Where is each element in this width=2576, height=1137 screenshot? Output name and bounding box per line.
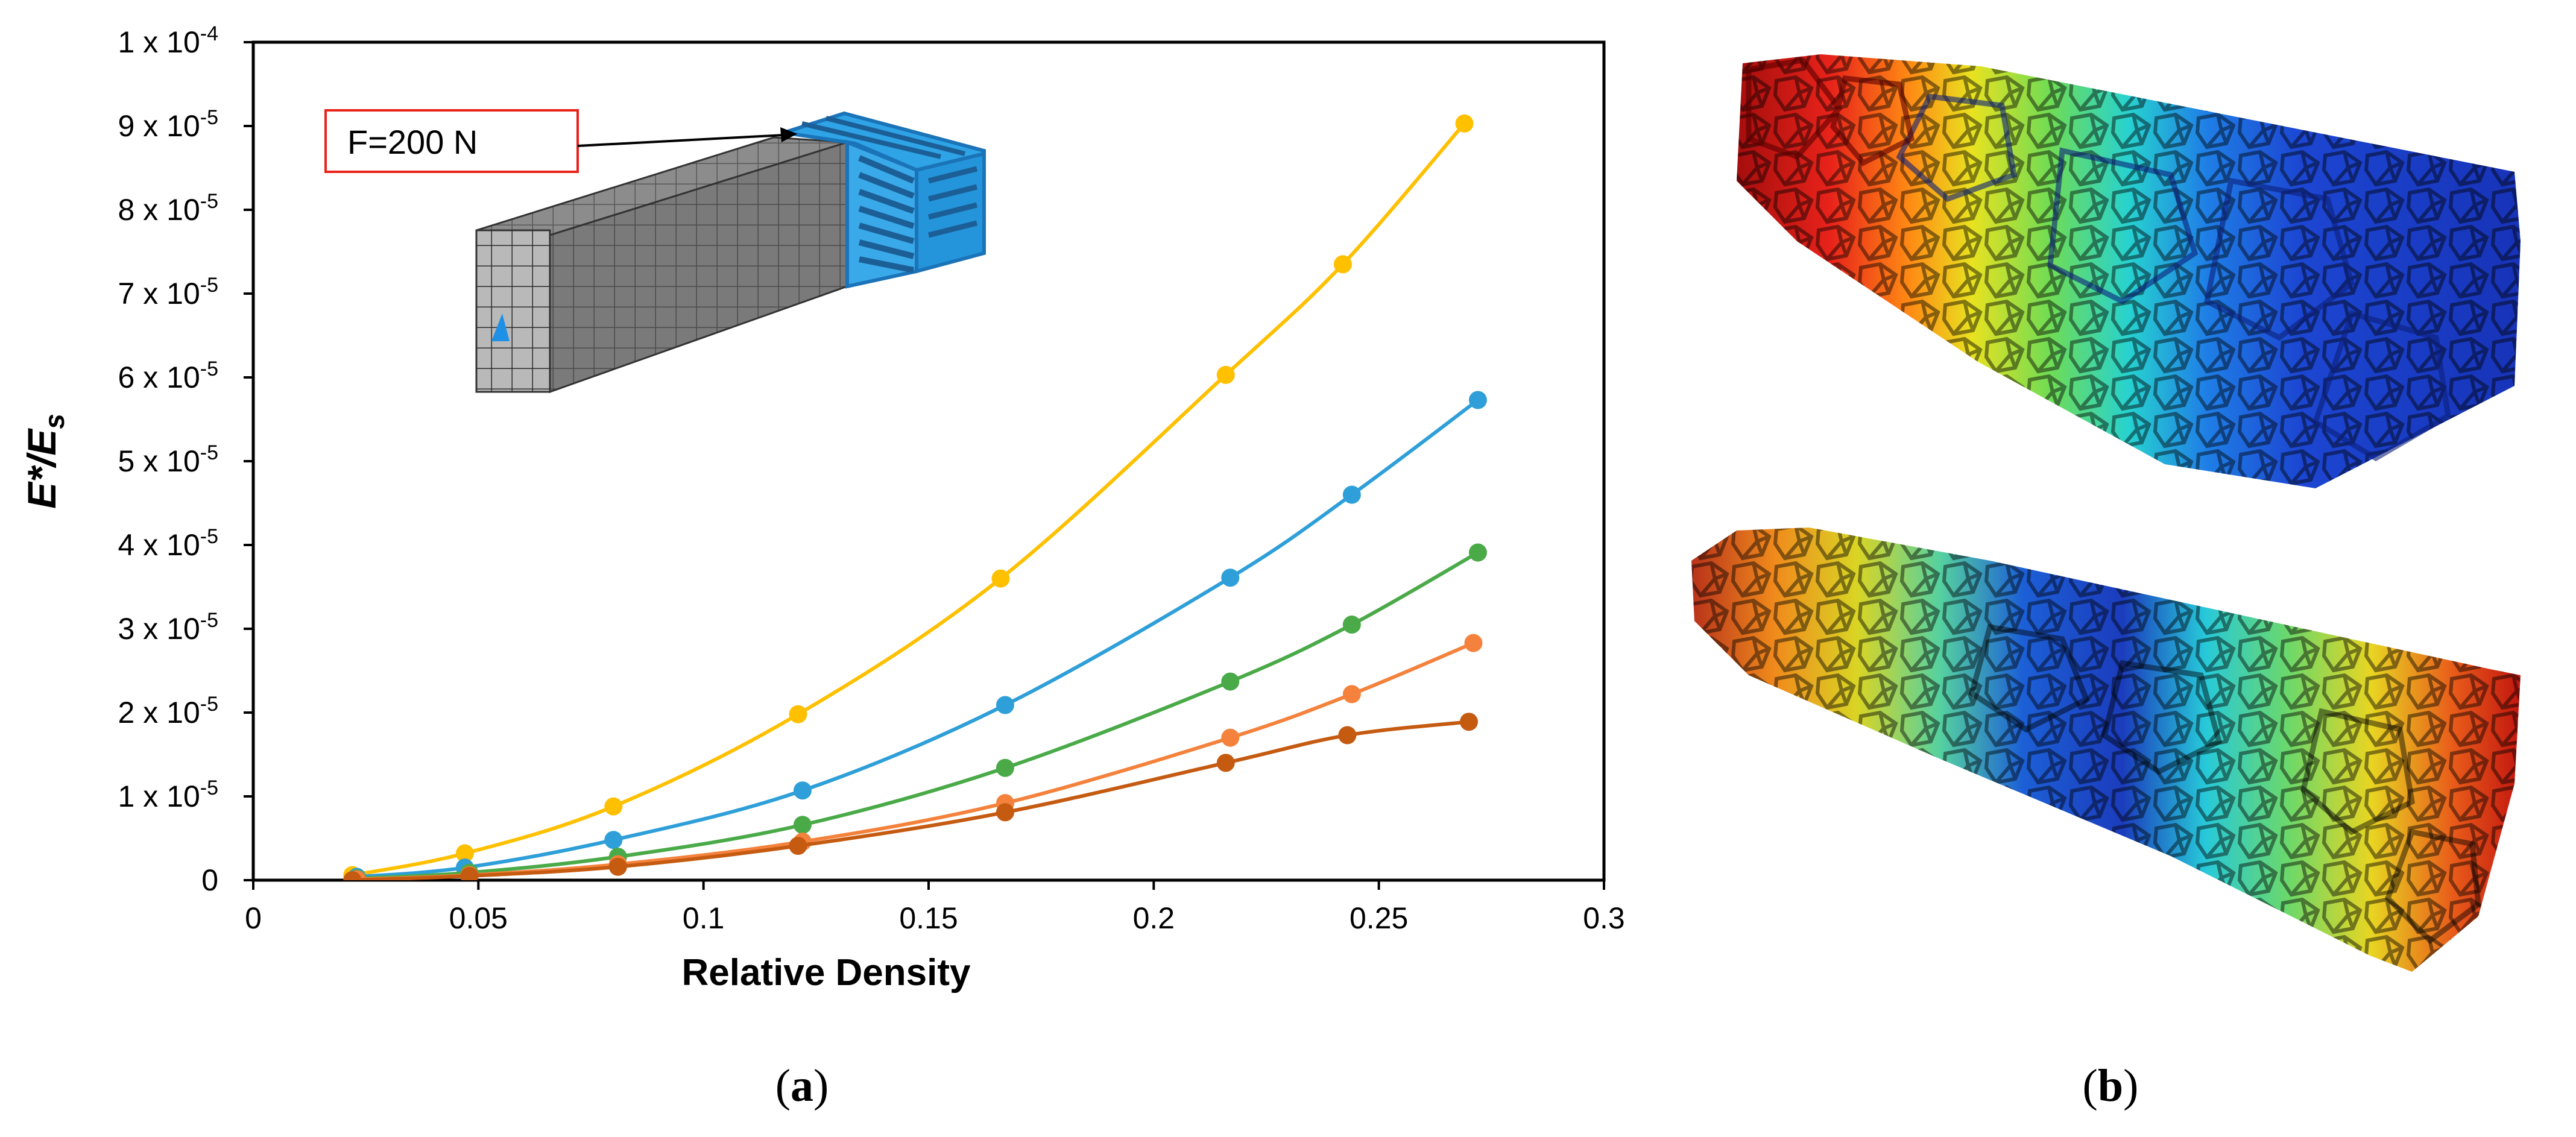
x-tick-label: 0.3	[1583, 901, 1625, 935]
y-tick-label: 6 x 10-5	[118, 357, 218, 394]
x-tick-label: 0	[245, 901, 262, 935]
data-point	[455, 844, 474, 863]
data-point	[789, 705, 807, 723]
y-axis-title-sub: s	[39, 414, 70, 429]
data-point	[460, 867, 479, 880]
y-axis-ticks: 0 1 x 10-5 2 x 10-5 3 x 10-5 4 x 10-5 5 x 10-…	[118, 22, 253, 897]
data-point	[1455, 114, 1474, 133]
model-inset: F=200 N	[324, 109, 986, 394]
y-tick-label: 3 x 10-5	[118, 609, 218, 646]
data-point	[1460, 713, 1478, 731]
x-tick-label: 0.05	[449, 901, 508, 935]
data-point	[1216, 754, 1235, 772]
lattice-panel-b: (b)	[1691, 54, 2521, 1111]
data-point	[991, 569, 1010, 588]
data-point	[1468, 543, 1487, 562]
y-tick-label: 4 x 10-5	[118, 525, 218, 562]
support-marker-icon	[491, 313, 510, 341]
panel-label-b: (b)	[2083, 1060, 2139, 1111]
data-point	[793, 781, 812, 800]
data-point	[1342, 485, 1361, 504]
data-point	[996, 803, 1014, 822]
data-point	[996, 696, 1014, 714]
y-tick-label: 9 x 10-5	[118, 106, 218, 143]
force-callout-arrow	[577, 134, 784, 147]
data-point	[1468, 391, 1487, 409]
x-tick-label: 0.1	[683, 901, 725, 935]
panel-label-b-letter: b	[2098, 1060, 2123, 1111]
data-point	[1216, 365, 1235, 384]
y-axis-title: E*/Es	[19, 414, 70, 509]
data-point	[1221, 728, 1240, 747]
data-point	[1221, 672, 1240, 691]
inset-beam-top-mesh	[476, 137, 847, 235]
lattice-render-bottom	[1691, 528, 2521, 972]
data-point	[1342, 685, 1361, 704]
inset-beam-front-mesh	[476, 230, 550, 392]
data-point	[1221, 568, 1240, 587]
lattice-render-top	[1737, 54, 2521, 488]
series-line	[356, 398, 1479, 879]
series-5	[343, 713, 1478, 880]
y-axis-title-main: E*/E	[19, 428, 64, 509]
y-tick-label: 0	[201, 863, 218, 897]
data-point	[1464, 634, 1483, 652]
data-point	[604, 831, 623, 849]
series-line	[352, 122, 1466, 877]
x-tick-label: 0.15	[899, 901, 958, 935]
y-tick-label: 5 x 10-5	[118, 441, 218, 478]
series-line	[352, 720, 1470, 880]
data-point	[604, 797, 623, 816]
x-axis-title: Relative Density	[682, 952, 971, 994]
inset-beam-side-mesh	[550, 142, 847, 392]
data-point	[996, 758, 1014, 777]
force-callout-label: F=200 N	[347, 123, 478, 161]
force-callout-box	[324, 109, 579, 173]
y-tick-label: 2 x 10-5	[118, 693, 218, 729]
x-tick-label: 0.25	[1350, 901, 1408, 935]
y-tick-label: 1 x 10-5	[118, 776, 218, 813]
panel-label-a: (a)	[775, 1060, 829, 1111]
loaded-end-region	[783, 111, 986, 289]
data-point	[793, 816, 812, 834]
series-layer	[343, 114, 1487, 880]
data-point	[1342, 616, 1361, 634]
panel-label-a-letter: a	[791, 1060, 813, 1111]
data-point	[343, 871, 362, 880]
y-tick-label: 7 x 10-5	[118, 274, 218, 310]
arrowhead-icon	[780, 127, 797, 142]
chart-panel-a: 0 0.05 0.1 0.15 0.2 0.25 0.3 0 1 x 10-5 2 x 10-5…	[19, 22, 1625, 1111]
x-tick-label: 0.2	[1133, 901, 1175, 935]
data-point	[789, 837, 807, 855]
data-point	[1333, 255, 1352, 274]
y-tick-label: 8 x 10-5	[118, 190, 218, 227]
y-tick-label: 1 x 10-4	[118, 22, 218, 59]
x-axis-ticks: 0 0.05 0.1 0.15 0.2 0.25 0.3	[245, 880, 1625, 935]
series-line	[356, 550, 1479, 880]
data-point	[608, 857, 627, 876]
data-point	[1338, 726, 1357, 745]
